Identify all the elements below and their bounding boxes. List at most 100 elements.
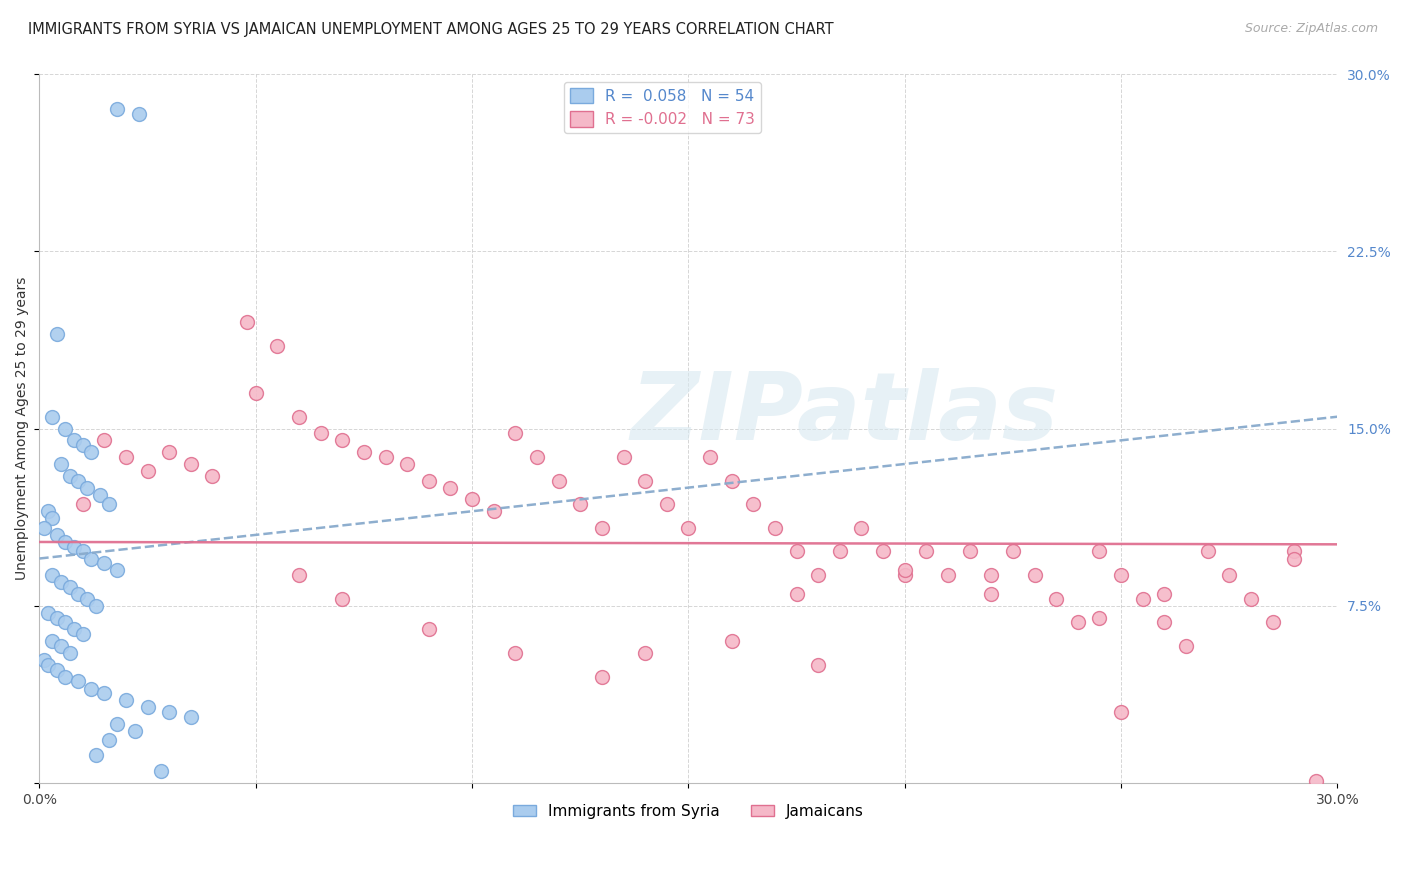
Point — [32, 653, 55, 667]
Point — [309, 426, 332, 441]
Point — [149, 764, 172, 779]
Point — [1282, 551, 1305, 566]
Point — [1197, 544, 1219, 558]
Point — [157, 705, 180, 719]
Point — [201, 468, 224, 483]
Point — [1045, 591, 1067, 606]
Point — [136, 700, 159, 714]
Point — [1024, 568, 1046, 582]
Point — [1261, 615, 1284, 630]
Point — [418, 474, 440, 488]
Point — [396, 457, 419, 471]
Point — [374, 450, 396, 464]
Point — [439, 481, 461, 495]
Point — [97, 733, 120, 747]
Point — [84, 747, 107, 762]
Point — [45, 326, 67, 341]
Point — [1218, 568, 1240, 582]
Point — [505, 646, 527, 660]
Point — [41, 634, 63, 648]
Point — [678, 521, 700, 535]
Point — [136, 464, 159, 478]
Point — [353, 445, 375, 459]
Point — [828, 544, 851, 558]
Point — [980, 568, 1002, 582]
Point — [37, 657, 59, 672]
Point — [1001, 544, 1024, 558]
Point — [89, 488, 111, 502]
Point — [330, 434, 353, 448]
Point — [80, 551, 103, 566]
Point — [72, 627, 94, 641]
Point — [505, 426, 527, 441]
Point — [1088, 610, 1111, 624]
Point — [936, 568, 959, 582]
Point — [53, 615, 76, 630]
Point — [45, 610, 67, 624]
Point — [980, 587, 1002, 601]
Point — [959, 544, 981, 558]
Point — [461, 492, 484, 507]
Point — [180, 710, 202, 724]
Point — [1088, 544, 1111, 558]
Point — [59, 646, 82, 660]
Point — [180, 457, 202, 471]
Point — [105, 717, 128, 731]
Point — [1153, 615, 1175, 630]
Point — [67, 674, 90, 689]
Point — [53, 421, 76, 435]
Point — [1240, 591, 1263, 606]
Point — [720, 634, 742, 648]
Point — [76, 481, 98, 495]
Text: IMMIGRANTS FROM SYRIA VS JAMAICAN UNEMPLOYMENT AMONG AGES 25 TO 29 YEARS CORRELA: IMMIGRANTS FROM SYRIA VS JAMAICAN UNEMPL… — [28, 22, 834, 37]
Point — [37, 606, 59, 620]
Point — [893, 563, 915, 577]
Point — [124, 724, 146, 739]
Point — [41, 568, 63, 582]
Point — [59, 580, 82, 594]
Text: ZIPatlas: ZIPatlas — [630, 368, 1059, 460]
Point — [67, 474, 90, 488]
Point — [1153, 587, 1175, 601]
Point — [288, 568, 311, 582]
Point — [63, 540, 86, 554]
Point — [76, 591, 98, 606]
Point — [591, 521, 613, 535]
Point — [63, 623, 86, 637]
Point — [63, 434, 86, 448]
Point — [266, 339, 288, 353]
Point — [72, 497, 94, 511]
Point — [742, 497, 765, 511]
Point — [1109, 568, 1132, 582]
Point — [655, 497, 678, 511]
Point — [128, 107, 150, 121]
Point — [569, 497, 592, 511]
Point — [612, 450, 634, 464]
Point — [49, 457, 72, 471]
Point — [105, 103, 128, 117]
Point — [53, 535, 76, 549]
Point — [851, 521, 873, 535]
Point — [236, 315, 259, 329]
Point — [93, 686, 115, 700]
Point — [245, 386, 267, 401]
Point — [699, 450, 721, 464]
Point — [288, 409, 311, 424]
Point — [115, 450, 138, 464]
Point — [157, 445, 180, 459]
Point — [41, 409, 63, 424]
Y-axis label: Unemployment Among Ages 25 to 29 years: Unemployment Among Ages 25 to 29 years — [15, 277, 30, 580]
Point — [482, 504, 505, 518]
Point — [49, 575, 72, 590]
Legend: Immigrants from Syria, Jamaicans: Immigrants from Syria, Jamaicans — [508, 797, 870, 825]
Point — [41, 511, 63, 525]
Point — [807, 568, 830, 582]
Point — [1132, 591, 1154, 606]
Point — [84, 599, 107, 613]
Point — [786, 544, 808, 558]
Point — [80, 445, 103, 459]
Point — [720, 474, 742, 488]
Point — [763, 521, 786, 535]
Point — [330, 591, 353, 606]
Point — [591, 670, 613, 684]
